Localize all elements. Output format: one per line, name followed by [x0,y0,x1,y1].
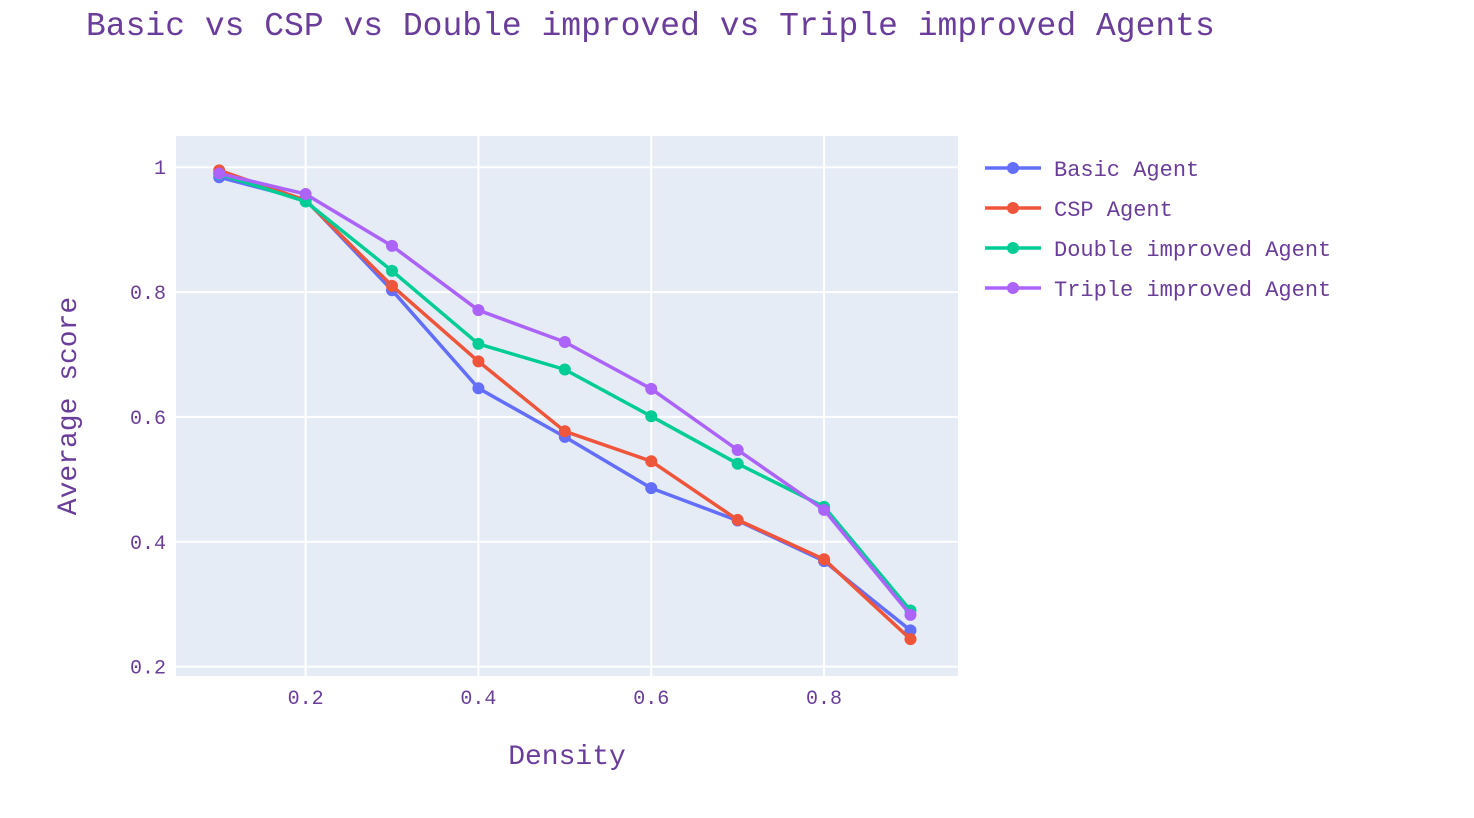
data-point [818,553,831,566]
series-triple-improved-agent [213,167,917,621]
data-point [731,513,744,526]
data-point [731,444,744,457]
tick-labels: 0.2 0.4 0.6 0.8 1 0.2 0.4 0.6 0.8 [130,158,842,711]
legend-item[interactable]: CSP Agent [985,198,1173,223]
data-point [904,608,917,621]
legend-label: Triple improved Agent [1054,278,1331,303]
legend-item[interactable]: Basic Agent [985,158,1199,183]
legend-marker [1007,202,1019,214]
data-point [645,455,658,468]
legend-label: Double improved Agent [1054,238,1331,263]
data-point [386,264,399,277]
data-point [645,410,658,423]
legend-label: Basic Agent [1054,158,1199,183]
data-point [645,482,658,495]
series-double-improved-agent [213,168,917,617]
y-tick-label: 0.8 [130,283,166,306]
data-point [386,279,399,292]
data-point [472,355,485,368]
x-tick-label: 0.2 [288,688,324,711]
data-point [904,633,917,646]
data-point [386,239,399,252]
legend-label: CSP Agent [1054,198,1173,223]
legend-item[interactable]: Double improved Agent [985,238,1331,263]
gridlines [176,136,958,676]
y-tick-label: 0.2 [130,658,166,681]
y-tick-label: 1 [154,158,166,181]
x-tick-label: 0.6 [633,688,669,711]
data-point [558,363,571,376]
data-point [558,336,571,349]
y-tick-label: 0.4 [130,533,166,556]
legend-item[interactable]: Triple improved Agent [985,278,1331,303]
data-point [731,457,744,470]
series-layer [213,164,917,646]
data-point [213,167,226,180]
y-tick-label: 0.6 [130,408,166,431]
legend-marker [1007,162,1019,174]
data-point [904,624,917,637]
data-point [558,425,571,438]
data-point [472,382,485,395]
x-tick-label: 0.8 [806,688,842,711]
x-axis-title: Density [508,742,626,773]
data-point [472,337,485,350]
data-point [818,503,831,516]
legend-marker [1007,282,1019,294]
chart-title: Basic vs CSP vs Double improved vs Tripl… [86,8,1215,45]
y-axis-title: Average score [54,297,85,515]
legend-marker [1007,242,1019,254]
data-point [472,304,485,317]
plot-area [176,136,958,676]
x-tick-label: 0.4 [460,688,496,711]
data-point [299,188,312,201]
legend: Basic Agent CSP Agent Double improved Agen… [985,158,1331,303]
data-point [645,382,658,395]
